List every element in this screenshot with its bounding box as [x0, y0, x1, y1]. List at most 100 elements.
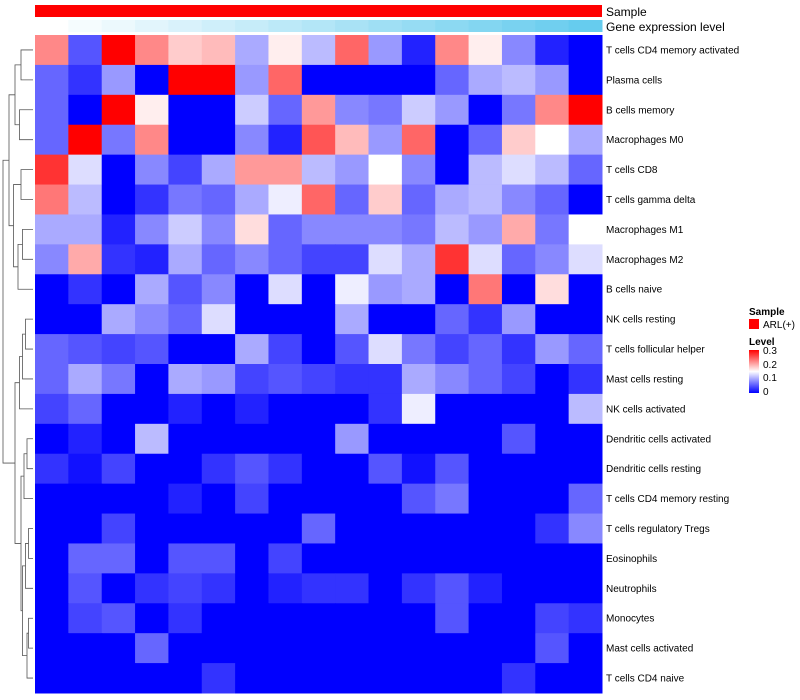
heatmap-cell	[468, 304, 503, 335]
heatmap-cell	[301, 274, 336, 305]
heatmap-cell	[335, 154, 370, 186]
heatmap-cell	[501, 304, 536, 335]
heatmap-cell	[101, 94, 136, 126]
heatmap-cell	[201, 154, 236, 186]
heatmap-cell	[68, 304, 103, 335]
heatmap-cell	[201, 573, 236, 604]
heatmap-cell	[101, 154, 136, 186]
heatmap-cell	[201, 274, 236, 305]
heatmap-cell	[68, 35, 103, 66]
heatmap-cell	[401, 364, 436, 395]
heatmap-cell	[135, 304, 169, 335]
expression-annotation-cell	[201, 20, 236, 32]
heatmap-cell	[535, 214, 570, 245]
heatmap-cell	[68, 663, 103, 694]
heatmap-cell	[501, 35, 536, 66]
heatmap-cell	[401, 423, 436, 455]
row-label: B cells memory	[606, 105, 674, 116]
heatmap-cell	[535, 184, 570, 215]
heatmap-cell	[368, 35, 403, 66]
heatmap-cell	[135, 393, 169, 425]
row-label: T cells follicular helper	[606, 345, 705, 356]
heatmap-cell	[435, 423, 470, 455]
heatmap-cell	[101, 334, 136, 365]
heatmap-cell	[268, 214, 303, 245]
heatmap-cell	[301, 184, 336, 215]
heatmap-cell	[135, 154, 169, 186]
heatmap-cell	[101, 304, 136, 335]
heatmap-cell	[168, 274, 203, 305]
heatmap-cell	[335, 35, 370, 66]
heatmap-cell	[401, 603, 436, 634]
heatmap-cell	[501, 154, 536, 186]
heatmap-cell	[468, 513, 503, 544]
heatmap-cell	[468, 453, 503, 485]
heatmap-cell	[335, 453, 370, 485]
heatmap-cell	[168, 423, 203, 455]
heatmap-cell	[101, 184, 136, 215]
heatmap-cell	[35, 483, 69, 515]
heatmap-cell	[235, 274, 269, 305]
heatmap-cell	[35, 633, 69, 664]
row-label: Neutrophils	[606, 584, 657, 595]
expression-annotation-bar	[35, 20, 603, 32]
heatmap-cell	[268, 244, 303, 275]
heatmap-cell	[368, 663, 403, 694]
heatmap-cell	[168, 214, 203, 245]
heatmap-cell	[35, 453, 69, 485]
sample-annotation-bar	[35, 5, 602, 17]
heatmap-cell	[368, 304, 403, 335]
expression-annotation-cell	[468, 20, 503, 32]
heatmap-cell	[435, 663, 470, 694]
dendrogram-link	[2, 159, 15, 464]
heatmap-cell	[201, 364, 236, 395]
heatmap-cell	[235, 663, 269, 694]
dendrogram-link	[26, 438, 33, 470]
heatmap-cell	[135, 573, 169, 604]
heatmap-cell	[68, 633, 103, 664]
heatmap-cell	[368, 124, 403, 156]
heatmap-cell	[401, 573, 436, 604]
expression-annotation-cell	[168, 20, 203, 32]
heatmap-cell	[435, 184, 470, 215]
heatmap-cell	[368, 334, 403, 365]
heatmap-cell	[68, 423, 103, 455]
heatmap-cell	[535, 513, 570, 544]
heatmap-cell	[168, 393, 203, 425]
heatmap-cell	[268, 35, 303, 66]
heatmap-cell	[68, 334, 103, 365]
heatmap-cell	[435, 483, 470, 515]
heatmap-cell	[135, 423, 169, 455]
heatmap-cell	[35, 184, 69, 215]
heatmap-cell	[401, 393, 436, 425]
heatmap-cell	[135, 214, 169, 245]
heatmap-cell	[268, 304, 303, 335]
heatmap-cell	[568, 573, 603, 604]
heatmap-cell	[235, 423, 269, 455]
heatmap-cell	[168, 513, 203, 544]
heatmap-cell	[335, 483, 370, 515]
heatmap-cell	[435, 633, 470, 664]
expression-annotation-cell	[435, 20, 470, 32]
heatmap-cell	[401, 64, 436, 96]
heatmap-cell	[301, 214, 336, 245]
heatmap-cell	[335, 334, 370, 365]
dendrogram-link	[26, 632, 33, 679]
dendrogram-link	[8, 94, 15, 227]
heatmap-cell	[268, 603, 303, 634]
heatmap-cell	[435, 573, 470, 604]
heatmap-cell	[468, 64, 503, 96]
heatmap-cell	[401, 214, 436, 245]
heatmap-cell	[335, 184, 370, 215]
heatmap-cell	[568, 244, 603, 275]
heatmap-cell	[501, 274, 536, 305]
heatmap-cell	[35, 603, 69, 634]
row-label: Monocytes	[606, 614, 654, 625]
heatmap-cell	[268, 334, 303, 365]
heatmap-cell	[101, 453, 136, 485]
row-label: NK cells activated	[606, 404, 685, 415]
heatmap-cell	[268, 453, 303, 485]
dendrogram-link	[20, 49, 33, 81]
dendrogram-link	[23, 453, 33, 499]
heatmap-cell	[235, 513, 269, 544]
